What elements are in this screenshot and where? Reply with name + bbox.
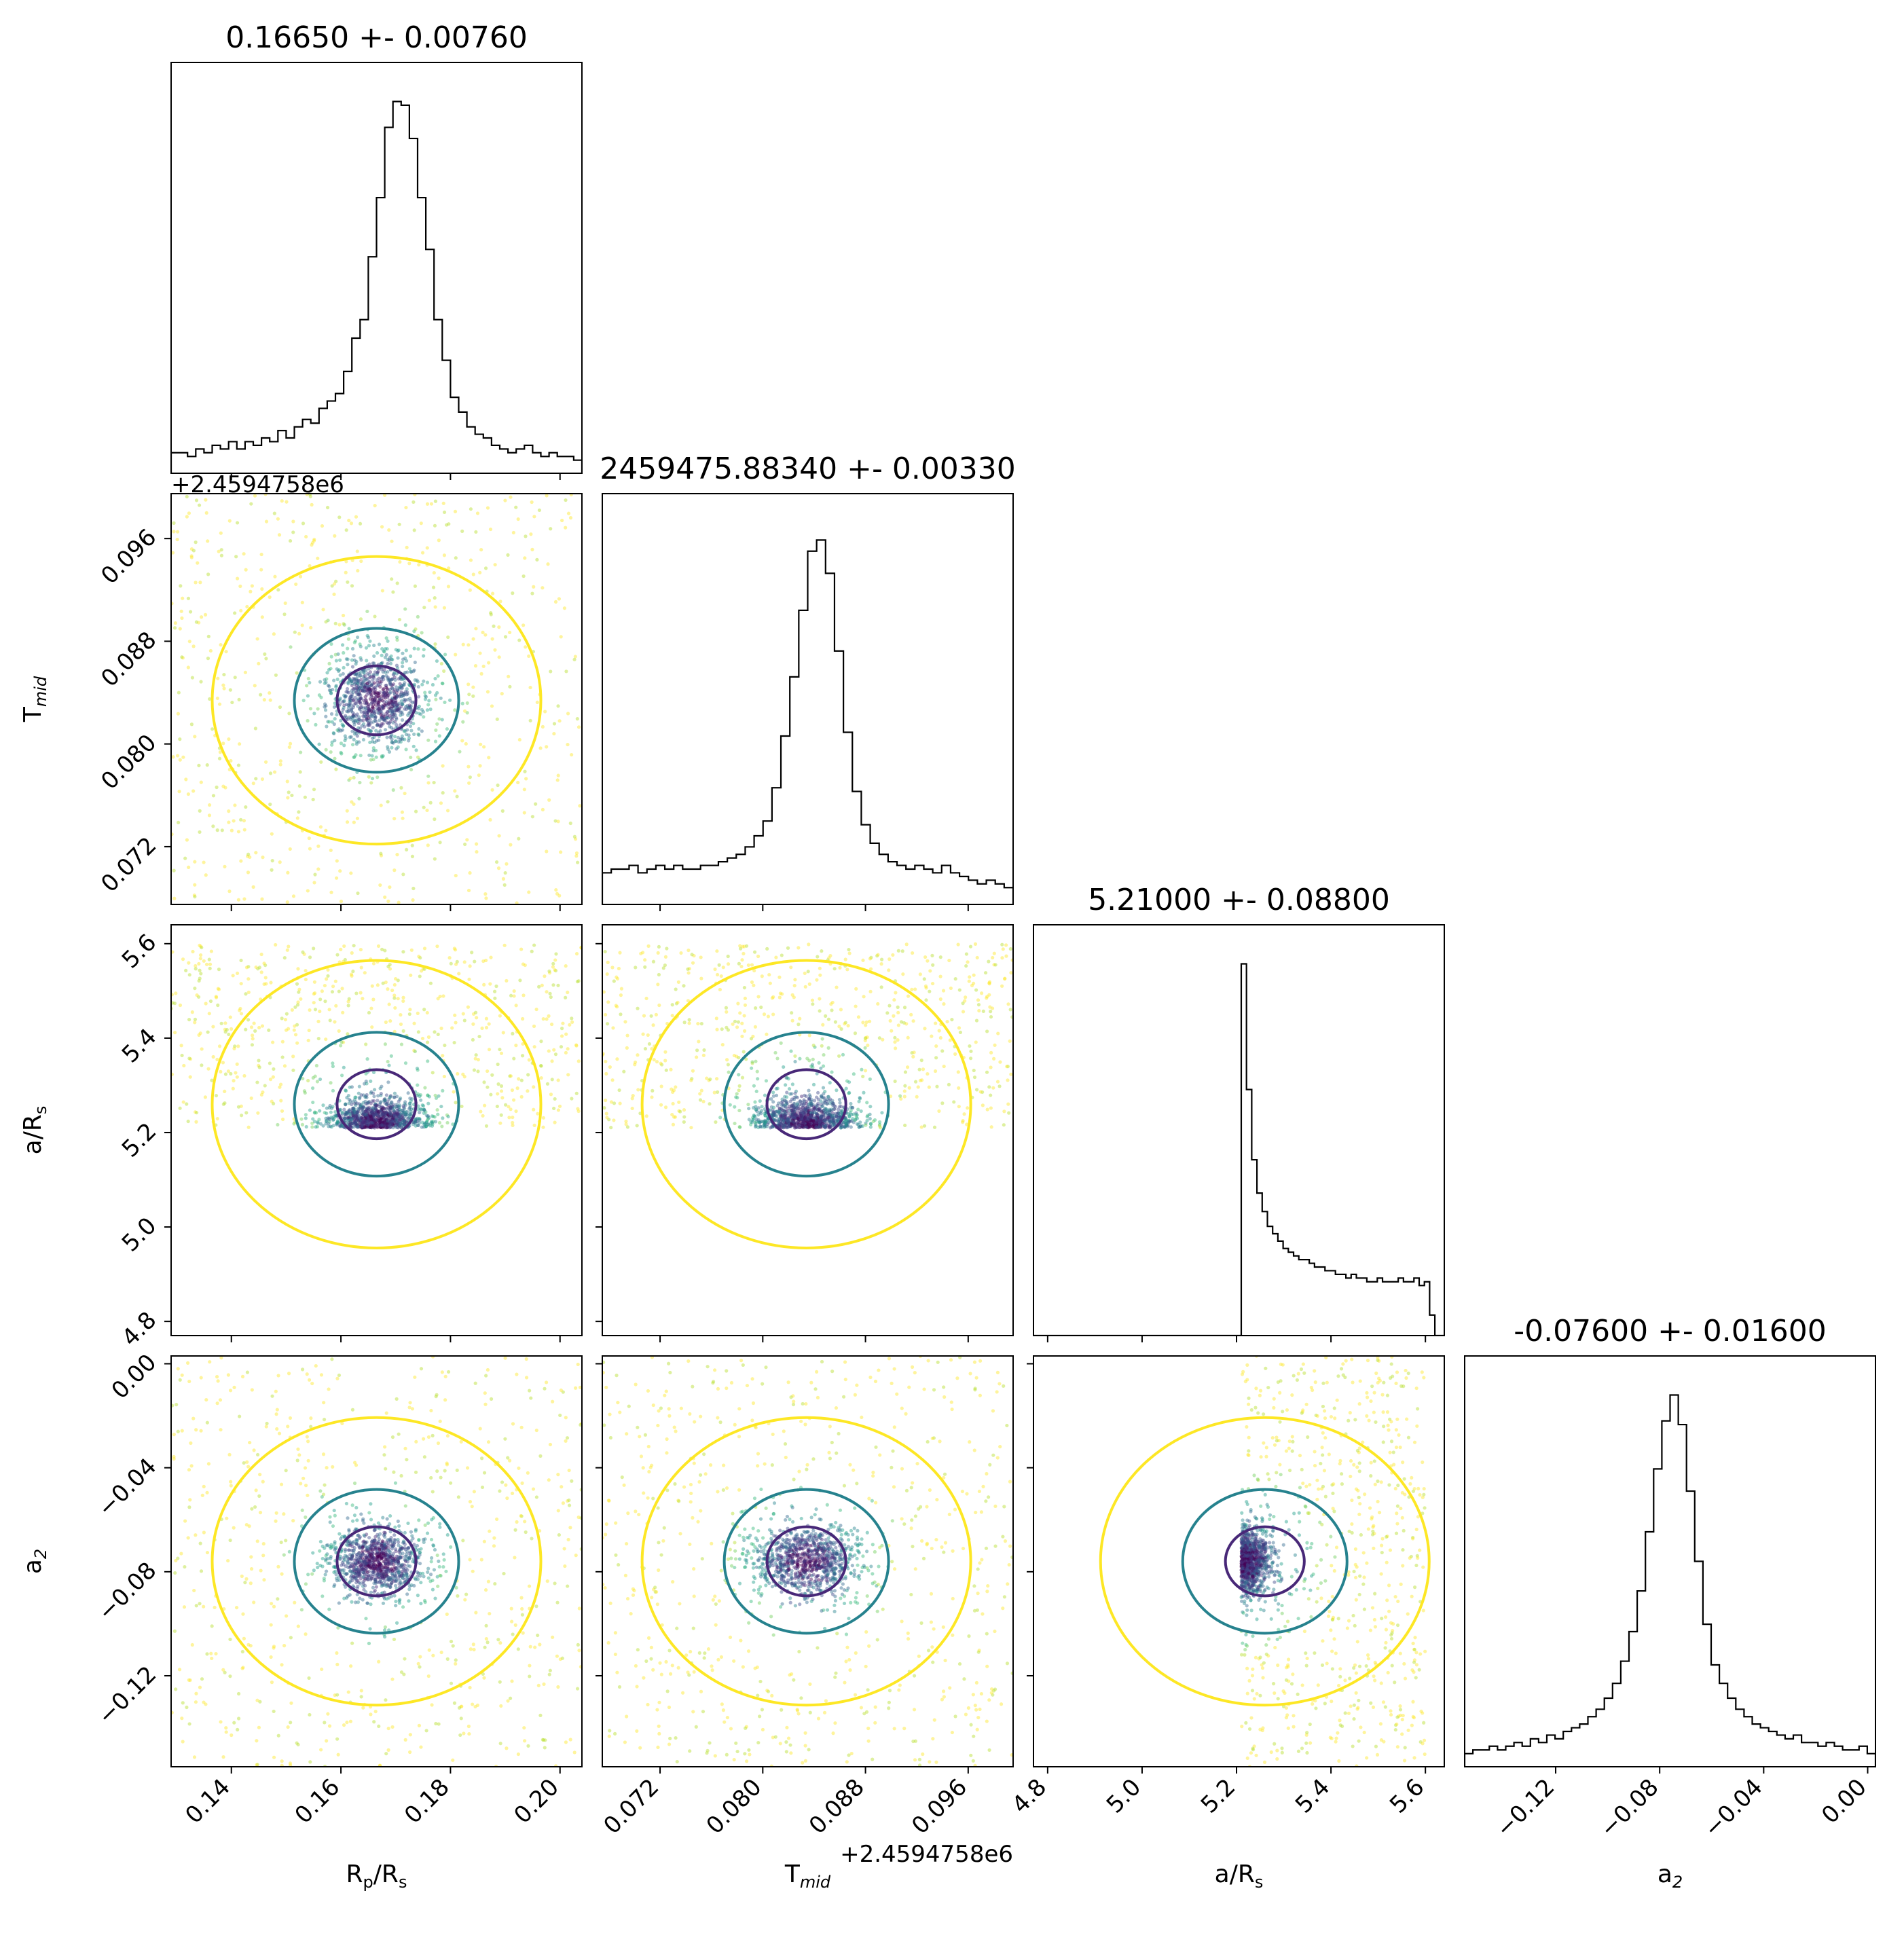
histogram-line xyxy=(171,100,582,473)
panel-background xyxy=(1033,925,1444,1336)
x-tick-label: 5.0 xyxy=(1101,1774,1147,1819)
contour-2 xyxy=(293,1488,460,1635)
contour-2 xyxy=(722,1488,890,1635)
panel-frame xyxy=(1464,1355,1876,1767)
histogram-line xyxy=(1465,1394,1875,1767)
scatter-panel-a/Rs-vs-Rp/Rs xyxy=(164,924,583,1342)
title-a/Rs: 5.21000 +- 0.08800 xyxy=(1088,883,1390,917)
y-tick-label: −0.12 xyxy=(92,1661,162,1730)
title-a2: -0.07600 +- 0.01600 xyxy=(1514,1314,1827,1348)
x-axis-label-a/Rs: a/Rs xyxy=(1215,1860,1264,1892)
contour-3 xyxy=(640,1416,972,1707)
y-tick-label: 5.0 xyxy=(117,1212,162,1257)
panel-frame xyxy=(170,62,583,474)
contour-1 xyxy=(335,1525,418,1598)
panel-frame xyxy=(170,924,583,1336)
x-axis-label-a2: a2 xyxy=(1658,1860,1683,1892)
contour-1 xyxy=(765,1525,847,1598)
panel-frame xyxy=(1033,924,1445,1336)
histogram-panel-Tmid xyxy=(602,493,1014,911)
panel-frame xyxy=(1033,1355,1445,1767)
y-offset-text: +2.4594758e6 xyxy=(171,471,344,498)
scatter-panel-a2-vs-Rp/Rs xyxy=(164,1355,583,1774)
x-tick-label: 0.00 xyxy=(1816,1774,1872,1829)
panel-background xyxy=(602,925,1013,1336)
x-tick-label: 0.096 xyxy=(907,1774,972,1839)
contour-3 xyxy=(210,959,543,1250)
histogram-panel-Rp/Rs xyxy=(170,62,583,480)
x-tick-label: −0.08 xyxy=(1595,1774,1664,1843)
y-tick-label: 4.8 xyxy=(117,1306,162,1352)
x-tick-label: 0.072 xyxy=(598,1774,664,1839)
contour-2 xyxy=(722,1031,890,1178)
y-tick-label: −0.04 xyxy=(92,1453,162,1522)
scatter-panel-a/Rs-vs-Tmid xyxy=(596,924,1014,1342)
histogram-panel-a2 xyxy=(1464,1355,1876,1774)
panel-frame xyxy=(170,1355,583,1767)
contour-3 xyxy=(640,959,972,1250)
scatter-points xyxy=(171,494,582,904)
scatter-panel-Tmid-vs-Rp/Rs xyxy=(164,493,583,911)
y-tick-label: −0.08 xyxy=(92,1557,162,1626)
contour-3 xyxy=(1099,1416,1431,1707)
x-axis-label-Rp/Rs: Rp/Rs xyxy=(346,1860,407,1892)
x-tick-label: 4.8 xyxy=(1007,1774,1052,1819)
scatter-panel-a2-vs-Tmid xyxy=(596,1355,1014,1774)
x-tick-label: 0.088 xyxy=(804,1774,870,1839)
x-tick-label: 0.080 xyxy=(701,1774,767,1839)
x-tick-label: 5.2 xyxy=(1196,1774,1241,1819)
contour-1 xyxy=(765,1068,847,1141)
x-tick-label: −0.12 xyxy=(1490,1774,1560,1843)
y-tick-label: 0.096 xyxy=(96,524,162,589)
y-axis-label-a/Rs: a/Rs xyxy=(19,1106,50,1155)
panel-background xyxy=(171,494,582,904)
contour-2 xyxy=(293,627,460,774)
panel-background xyxy=(1465,1356,1875,1767)
x-tick-label: 5.4 xyxy=(1290,1774,1336,1819)
x-offset-text: +2.4594758e6 xyxy=(840,1841,1013,1868)
x-tick-label: 0.20 xyxy=(509,1774,564,1829)
panel-background xyxy=(171,925,582,1336)
x-tick-label: 0.16 xyxy=(290,1774,346,1829)
x-tick-label: 5.6 xyxy=(1385,1774,1430,1819)
y-tick-label: 0.00 xyxy=(107,1349,162,1405)
x-tick-label: −0.04 xyxy=(1699,1774,1768,1843)
contour-1 xyxy=(335,1068,418,1141)
panel-background xyxy=(171,1356,582,1767)
panel-background xyxy=(171,62,582,473)
contour-2 xyxy=(293,1031,460,1178)
x-tick-label: 0.18 xyxy=(399,1774,455,1829)
panel-background xyxy=(602,1356,1013,1767)
title-Rp/Rs: 0.16650 +- 0.00760 xyxy=(225,20,528,55)
y-tick-label: 0.072 xyxy=(96,832,162,898)
histogram-line xyxy=(602,539,1013,904)
y-axis-label-Tmid: Tmid xyxy=(19,676,50,722)
contour-2 xyxy=(1181,1488,1349,1635)
panel-frame xyxy=(170,493,583,905)
panel-frame xyxy=(602,1355,1014,1767)
contour-1 xyxy=(1224,1525,1306,1598)
panel-frame xyxy=(602,924,1014,1336)
scatter-points xyxy=(602,942,1013,1130)
y-axis-label-a2: a2 xyxy=(19,1549,50,1574)
x-axis-label-Tmid: Tmid xyxy=(784,1860,831,1892)
histogram-panel-a/Rs xyxy=(1033,924,1445,1342)
y-tick-label: 5.2 xyxy=(117,1118,162,1163)
title-Tmid: 2459475.88340 +- 0.00330 xyxy=(600,452,1016,486)
y-tick-label: 0.080 xyxy=(96,729,162,795)
x-tick-label: 0.14 xyxy=(180,1774,236,1829)
y-tick-label: 5.4 xyxy=(117,1023,162,1069)
scatter-panel-a2-vs-a/Rs xyxy=(1027,1355,1445,1774)
y-tick-label: 0.088 xyxy=(96,627,162,693)
panel-background xyxy=(1033,1356,1444,1767)
contour-3 xyxy=(210,1416,543,1707)
histogram-line xyxy=(1033,963,1444,1336)
panel-frame xyxy=(602,493,1014,905)
contour-1 xyxy=(335,664,418,737)
contour-3 xyxy=(210,555,543,846)
scatter-points xyxy=(1239,1356,1427,1767)
y-tick-label: 5.6 xyxy=(117,929,162,974)
